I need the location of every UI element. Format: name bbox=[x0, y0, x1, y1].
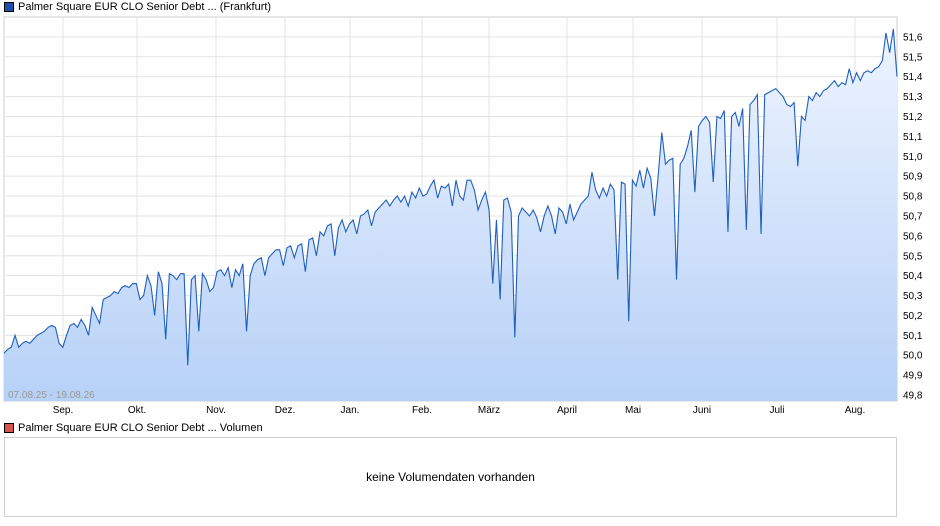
x-tick-label: Sep. bbox=[53, 405, 74, 416]
y-tick-label: 50,3 bbox=[903, 291, 923, 302]
y-tick-label: 50,9 bbox=[903, 172, 923, 183]
y-tick-label: 49,9 bbox=[903, 371, 923, 382]
y-tick-label: 50,5 bbox=[903, 251, 923, 262]
y-tick-label: 51,3 bbox=[903, 92, 923, 103]
x-tick-label: Nov. bbox=[206, 405, 226, 416]
price-area bbox=[4, 28, 897, 401]
x-tick-label: März bbox=[478, 405, 500, 416]
price-legend: Palmer Square EUR CLO Senior Debt ... (F… bbox=[4, 0, 271, 14]
y-tick-label: 51,5 bbox=[903, 52, 923, 63]
volume-legend: Palmer Square EUR CLO Senior Debt ... Vo… bbox=[4, 421, 263, 435]
y-tick-label: 51,2 bbox=[903, 112, 923, 123]
y-tick-label: 50,6 bbox=[903, 231, 923, 242]
y-tick-label: 51,4 bbox=[903, 72, 923, 83]
y-tick-label: 50,4 bbox=[903, 271, 923, 282]
x-tick-label: Aug. bbox=[845, 405, 866, 416]
x-tick-label: Juni bbox=[693, 405, 711, 416]
x-tick-label: Feb. bbox=[412, 405, 432, 416]
y-tick-label: 50,0 bbox=[903, 351, 923, 362]
y-tick-label: 50,7 bbox=[903, 211, 923, 222]
volume-legend-label: Palmer Square EUR CLO Senior Debt ... Vo… bbox=[18, 422, 263, 434]
y-tick-label: 49,8 bbox=[903, 391, 923, 402]
price-line bbox=[3, 28, 898, 366]
price-legend-swatch bbox=[4, 2, 14, 12]
price-legend-label: Palmer Square EUR CLO Senior Debt ... (F… bbox=[18, 1, 272, 13]
x-tick-label: Juli bbox=[769, 405, 784, 416]
x-tick-label: April bbox=[557, 405, 577, 416]
x-axis: Sep. Okt. Nov. Dez. Jan. Feb. März April Mai Juni… bbox=[53, 405, 866, 416]
y-axis: 49,8 49,9 50,0 50,1 50,2 50,3 50,4 50,5 50,6 50,7… bbox=[903, 32, 923, 401]
y-tick-label: 50,2 bbox=[903, 311, 923, 322]
y-tick-label: 51,6 bbox=[903, 32, 923, 43]
x-tick-label: Jan. bbox=[341, 405, 360, 416]
volume-empty-message: keine Volumendaten vorhanden bbox=[366, 470, 535, 484]
date-range-label: 07.08.25 - 19.08.26 bbox=[8, 390, 95, 401]
y-tick-label: 51,0 bbox=[903, 152, 923, 163]
y-tick-label: 51,1 bbox=[903, 132, 923, 143]
y-tick-label: 50,1 bbox=[903, 331, 923, 342]
y-tick-label: 50,8 bbox=[903, 192, 923, 203]
volume-legend-swatch bbox=[4, 423, 14, 433]
volume-panel: keine Volumendaten vorhanden bbox=[4, 437, 897, 517]
x-tick-label: Dez. bbox=[275, 405, 296, 416]
x-tick-label: Okt. bbox=[128, 405, 146, 416]
price-chart: 49,8 49,9 50,0 50,1 50,2 50,3 50,4 50,5 50,6 50,7… bbox=[3, 16, 923, 416]
x-tick-label: Mai bbox=[625, 405, 641, 416]
